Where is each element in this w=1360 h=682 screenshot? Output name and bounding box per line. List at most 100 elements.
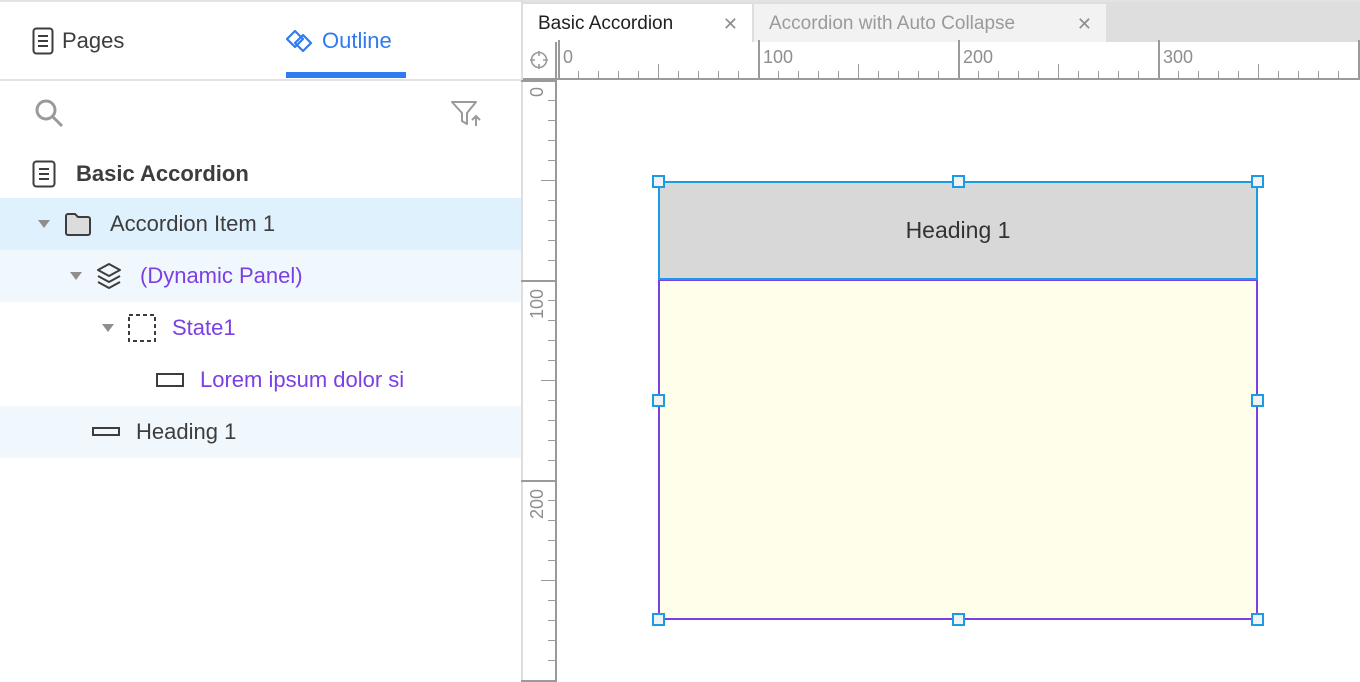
- ruler-tick: [548, 300, 555, 301]
- outline-icon: [286, 29, 313, 53]
- page-title-row[interactable]: Basic Accordion: [0, 148, 521, 200]
- ruler-tick: [858, 64, 859, 78]
- ruler-tick: [1058, 64, 1059, 78]
- ruler-tick: [838, 71, 839, 78]
- ruler-tick: [548, 120, 555, 121]
- close-icon[interactable]: ✕: [722, 13, 738, 34]
- state-icon: [128, 314, 156, 342]
- ruler-tick: [521, 80, 555, 82]
- resize-handle[interactable]: [652, 394, 665, 407]
- ruler-tick: [521, 280, 555, 282]
- divider: [0, 79, 521, 81]
- crosshair-icon: [530, 51, 548, 69]
- ruler-tick: [548, 600, 555, 601]
- ruler-tick: [918, 71, 919, 78]
- ruler-tick: [1318, 71, 1319, 78]
- tree-item-lorem-ipsum[interactable]: Lorem ipsum dolor si: [0, 354, 521, 406]
- ruler-tick: [1338, 71, 1339, 78]
- tab-pages[interactable]: Pages: [32, 2, 124, 80]
- ruler-tick: [738, 71, 739, 78]
- ruler-tick: [548, 560, 555, 561]
- ruler-tick: [758, 40, 760, 78]
- panel-divider[interactable]: [521, 0, 523, 682]
- ruler-tick: [541, 580, 555, 581]
- filter-sort-icon[interactable]: [450, 100, 482, 128]
- layers-icon: [97, 263, 121, 289]
- resize-handle[interactable]: [952, 175, 965, 188]
- ruler-tick: [548, 340, 555, 341]
- close-icon[interactable]: ✕: [1076, 13, 1092, 34]
- tree-item-accordion-item-1[interactable]: Accordion Item 1: [0, 198, 521, 250]
- resize-handle[interactable]: [1251, 175, 1264, 188]
- ruler-tick: [548, 240, 555, 241]
- resize-handle[interactable]: [652, 613, 665, 626]
- tab-label: Basic Accordion: [538, 13, 674, 34]
- vertical-ruler[interactable]: 0 100 200: [521, 80, 557, 682]
- expand-arrow-icon[interactable]: [102, 324, 114, 332]
- search-icon[interactable]: [34, 98, 64, 128]
- tab-label: Accordion with Auto Collapse: [769, 13, 1016, 34]
- tab-outline[interactable]: Outline: [286, 2, 392, 80]
- tab-label: Outline: [322, 28, 392, 53]
- resize-handle[interactable]: [952, 613, 965, 626]
- page-title: Basic Accordion: [76, 161, 249, 186]
- tree-item-label: Heading 1: [136, 419, 237, 444]
- ruler-tick: [1178, 71, 1179, 78]
- ruler-tick: [1198, 71, 1199, 78]
- ruler-tick: [558, 40, 560, 78]
- ruler-tick: [678, 71, 679, 78]
- tree-item-heading-1[interactable]: Heading 1: [0, 406, 521, 458]
- ruler-label: 200: [963, 47, 994, 67]
- tab-basic-accordion[interactable]: Basic Accordion ✕: [523, 4, 752, 44]
- tree-item-label: Accordion Item 1: [110, 211, 276, 236]
- ruler-tick: [698, 71, 699, 78]
- ruler-tick: [548, 620, 555, 621]
- resize-handle[interactable]: [652, 175, 665, 188]
- ruler-tick: [548, 320, 555, 321]
- ruler-tick: [548, 440, 555, 441]
- ruler-tick: [548, 160, 555, 161]
- ruler-tick: [718, 71, 719, 78]
- ruler-tick: [548, 360, 555, 361]
- ruler-tick: [548, 460, 555, 461]
- ruler-tick: [541, 180, 555, 181]
- ruler-tick: [541, 380, 555, 381]
- ruler-tick: [548, 100, 555, 101]
- folder-icon: [65, 213, 91, 236]
- ruler-tick: [548, 660, 555, 661]
- document-tabs: Basic Accordion ✕ Accordion with Auto Co…: [523, 0, 1360, 44]
- tree-item-state1[interactable]: State1: [0, 302, 521, 354]
- ruler-tick: [938, 71, 939, 78]
- ruler-tick: [548, 220, 555, 221]
- ruler-tick: [548, 140, 555, 141]
- ruler-tick: [521, 680, 555, 682]
- ruler-tick: [958, 40, 960, 78]
- ruler-tick: [548, 260, 555, 261]
- ruler-tick: [1158, 40, 1160, 78]
- ruler-tick: [1278, 71, 1279, 78]
- ruler-origin[interactable]: [523, 42, 557, 80]
- dynamic-panel-widget[interactable]: [658, 279, 1258, 620]
- tree-item-label: Lorem ipsum dolor si: [200, 367, 405, 392]
- ruler-tick: [658, 64, 659, 78]
- ruler-label: 200: [527, 488, 547, 519]
- ruler-tick: [978, 71, 979, 78]
- heading-widget[interactable]: Heading 1: [658, 181, 1258, 280]
- ruler-tick: [1218, 71, 1219, 78]
- tab-accordion-auto-collapse[interactable]: Accordion with Auto Collapse ✕: [754, 4, 1106, 44]
- expand-arrow-icon[interactable]: [70, 272, 82, 280]
- ruler-tick: [818, 71, 819, 78]
- horizontal-ruler[interactable]: 0 100 200 300: [523, 40, 1360, 80]
- page-icon: [32, 27, 54, 55]
- resize-handle[interactable]: [1251, 394, 1264, 407]
- ruler-label: 300: [1163, 47, 1194, 67]
- ruler-tick: [1018, 71, 1019, 78]
- expand-arrow-icon[interactable]: [38, 220, 50, 228]
- resize-handle[interactable]: [1251, 613, 1264, 626]
- ruler-tick: [638, 71, 639, 78]
- tree-item-dynamic-panel[interactable]: (Dynamic Panel): [0, 250, 521, 302]
- ruler-tick: [548, 500, 555, 501]
- ruler-tick: [878, 71, 879, 78]
- ruler-tick: [898, 71, 899, 78]
- ruler-tick: [548, 640, 555, 641]
